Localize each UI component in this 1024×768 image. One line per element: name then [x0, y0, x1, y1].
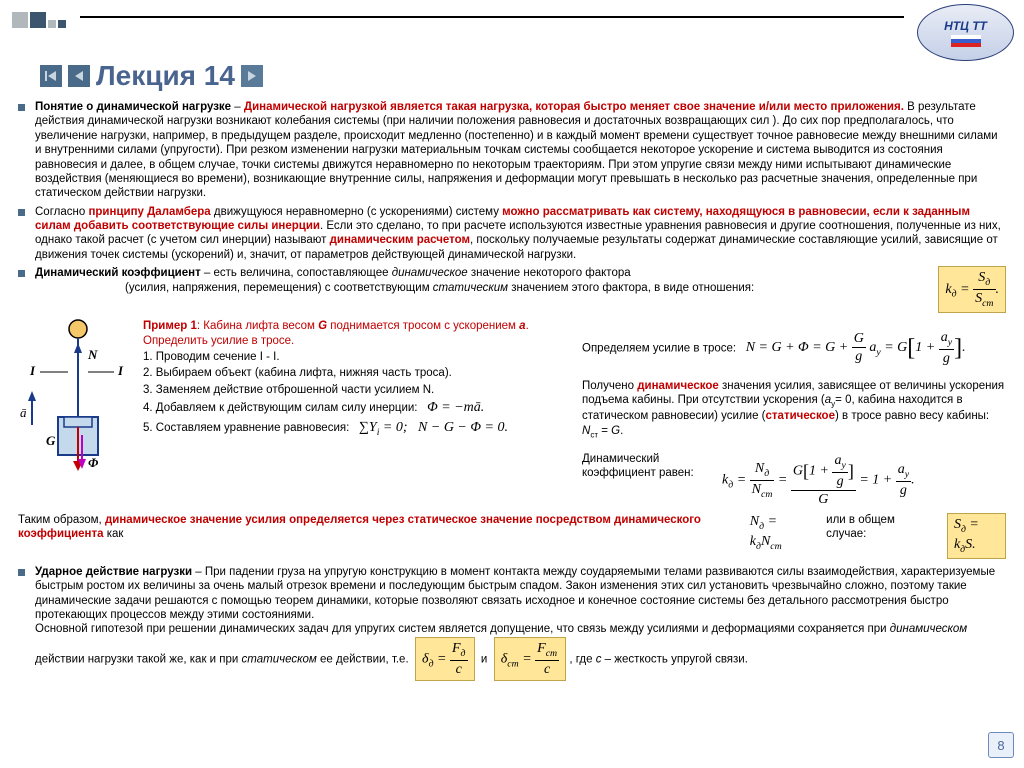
example-text: Пример 1: Кабина лифта весом G поднимает… — [143, 317, 567, 509]
paragraph-3: Динамический коэффициент – есть величина… — [35, 266, 928, 313]
logo: НТЦ ТТ — [917, 4, 1014, 61]
bullet-icon — [18, 270, 25, 277]
elevator-diagram: N I I ā G Φ — [18, 317, 128, 477]
nav-next-button[interactable] — [241, 65, 263, 87]
svg-text:I: I — [117, 363, 124, 378]
paragraph-2: Согласно принципу Даламбера движущуюся н… — [35, 205, 1006, 263]
example-right: Определяем усилие в тросе: N = G + Φ = G… — [582, 317, 1006, 509]
top-line — [80, 16, 904, 18]
svg-text:Φ: Φ — [88, 455, 99, 470]
content: Понятие о динамической нагрузке – Динами… — [18, 100, 1006, 750]
page-number: 8 — [988, 732, 1014, 758]
nav-first-button[interactable] — [40, 65, 62, 87]
svg-text:G: G — [46, 433, 56, 448]
formula-kd: kд = SдSст. — [938, 266, 1006, 313]
bullet-icon — [18, 569, 25, 576]
page-title: Лекция 14 — [96, 60, 235, 92]
conclusion-or: или в общем случае: — [826, 513, 927, 542]
decoration-squares — [12, 12, 66, 28]
formula-sd-box: Sд = kдS. — [947, 513, 1006, 559]
nav-prev-button[interactable] — [68, 65, 90, 87]
svg-text:I: I — [29, 363, 36, 378]
logo-text: НТЦ ТТ — [944, 19, 987, 33]
conclusion: Таким образом, динамическое значение уси… — [18, 513, 730, 542]
formula-nd: Nд = kдNст — [750, 513, 806, 553]
paragraph-4: Ударное действие нагрузки – При падении … — [35, 565, 1006, 681]
svg-text:N: N — [87, 347, 98, 362]
bullet-icon — [18, 209, 25, 216]
paragraph-1: Понятие о динамической нагрузке – Динами… — [35, 100, 1006, 201]
bullet-icon — [18, 104, 25, 111]
title-row: Лекция 14 — [40, 60, 263, 92]
flag-icon — [951, 35, 981, 47]
svg-text:ā: ā — [20, 405, 27, 420]
